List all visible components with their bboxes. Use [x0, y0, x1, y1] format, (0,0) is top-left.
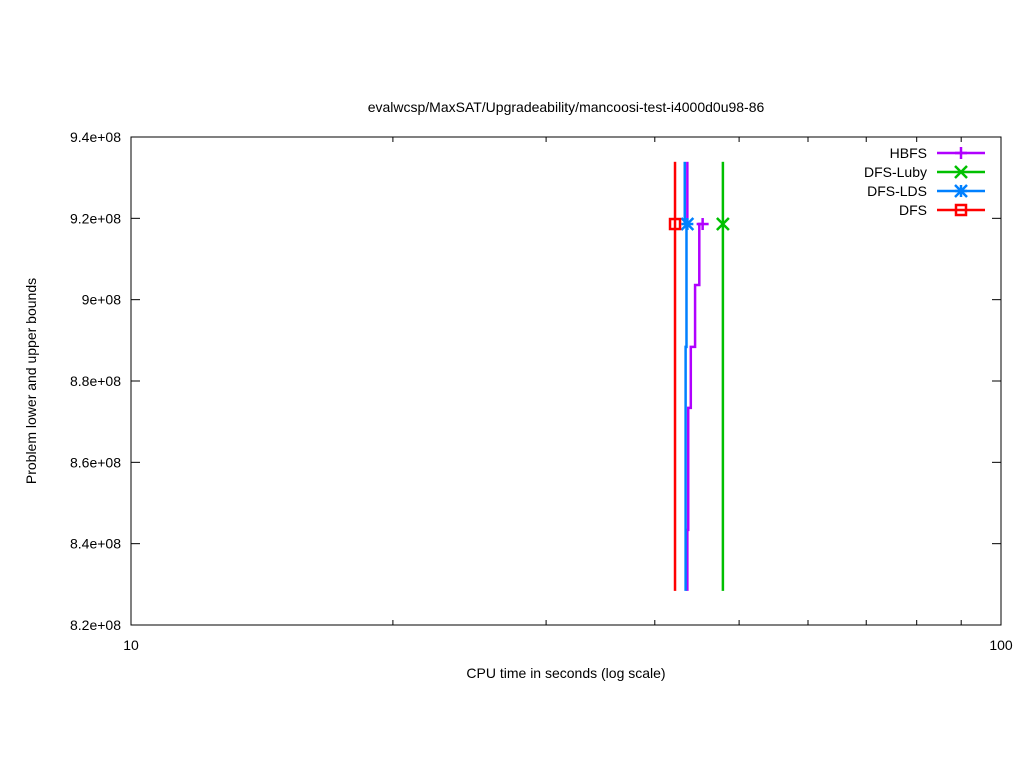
x-tick-label: 100: [989, 637, 1013, 653]
star-marker: [680, 217, 695, 231]
star-marker: [954, 184, 968, 198]
marker-stroke: [680, 217, 695, 231]
series-hbfs: [686, 161, 709, 591]
plus-marker: [696, 218, 709, 231]
y-tick-label: 9.4e+08: [70, 129, 121, 145]
plus-marker: [955, 147, 967, 159]
cross-marker: [716, 217, 730, 231]
plot-frame: [130, 136, 1002, 626]
series-dfs-lds: [680, 161, 695, 591]
marker-stroke: [716, 217, 730, 231]
series-dfs-luby: [716, 161, 730, 591]
y-tick-label: 8.4e+08: [70, 536, 121, 552]
marker-stroke: [954, 203, 968, 217]
legend-label: DFS: [899, 202, 927, 218]
y-tick-label: 9.2e+08: [70, 210, 121, 226]
series-dfs: [668, 161, 682, 591]
square-marker: [668, 217, 682, 231]
legend-label: HBFS: [890, 145, 927, 161]
lower-bound-line: [686, 222, 703, 591]
x-tick-label: 10: [123, 637, 139, 653]
y-axis-label: Problem lower and upper bounds: [23, 278, 39, 484]
legend-label: DFS-LDS: [867, 183, 927, 199]
y-tick-label: 8.8e+08: [70, 373, 121, 389]
x-axis-label: CPU time in seconds (log scale): [466, 665, 665, 681]
y-tick-label: 8.2e+08: [70, 617, 121, 633]
marker-stroke: [668, 217, 682, 231]
y-tick-label: 8.6e+08: [70, 454, 121, 470]
chart-title: evalwcsp/MaxSAT/Upgradeability/mancoosi-…: [368, 99, 765, 115]
legend-label: DFS-Luby: [864, 164, 927, 180]
square-marker: [954, 203, 968, 217]
marker-stroke: [954, 184, 968, 198]
cross-marker: [954, 165, 968, 179]
y-tick-label: 9e+08: [82, 292, 122, 308]
marker-stroke: [954, 165, 968, 179]
